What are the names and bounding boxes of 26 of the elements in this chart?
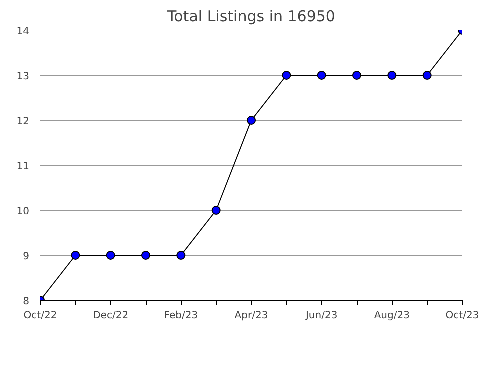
point [282, 71, 292, 80]
x-tick-label: Oct/23 [446, 310, 480, 322]
point [388, 71, 397, 80]
point [176, 251, 186, 260]
y-tick-label: 10 [16, 206, 30, 218]
x-tick-label: Feb/23 [164, 310, 198, 322]
y-tick-label: 12 [16, 116, 30, 128]
y-tick-label: 8 [23, 296, 30, 308]
y-tick-label: 9 [23, 252, 30, 262]
point [317, 71, 326, 80]
point [422, 71, 432, 80]
point [212, 206, 221, 215]
x-tick-label: Dec/22 [93, 310, 129, 322]
point [142, 251, 150, 260]
chart-title: Total Listings in 16950 [166, 8, 336, 26]
y-tick-label: 11 [16, 162, 30, 172]
x-tick-label: Apr/23 [234, 310, 268, 322]
y-tick-label: 14 [16, 26, 30, 38]
point [106, 251, 116, 260]
x-tick-label: Jun/23 [304, 310, 338, 322]
y-tick-label: 13 [16, 72, 30, 82]
point [71, 251, 80, 260]
point [247, 116, 256, 125]
x-tick-label: Oct/22 [24, 310, 58, 322]
x-tick-label: Aug/23 [374, 310, 410, 322]
point [352, 71, 362, 80]
